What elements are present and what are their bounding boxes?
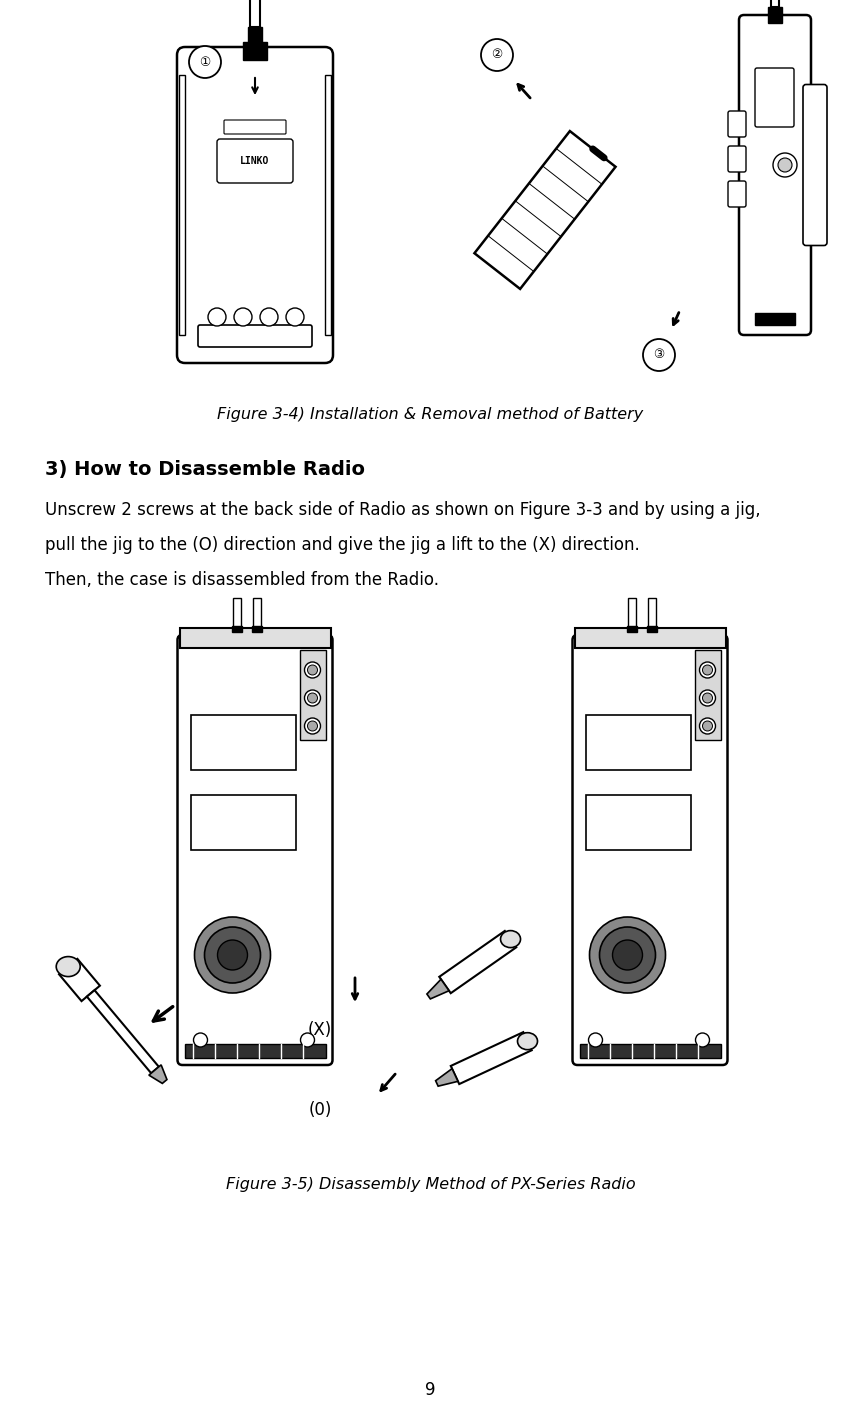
Ellipse shape: [500, 931, 521, 948]
Bar: [253, 598, 261, 628]
FancyBboxPatch shape: [755, 69, 794, 127]
Text: Figure 3-5) Disassembly Method of PX-Series Radio: Figure 3-5) Disassembly Method of PX-Ser…: [226, 1178, 635, 1192]
Circle shape: [218, 940, 247, 970]
Text: Unscrew 2 screws at the back side of Radio as shown on Figure 3-3 and by using a: Unscrew 2 screws at the back side of Rad…: [45, 501, 760, 518]
Bar: [250, 0, 260, 27]
Bar: [248, 27, 262, 41]
Circle shape: [189, 46, 221, 79]
Circle shape: [307, 693, 318, 703]
Polygon shape: [436, 1068, 458, 1087]
Circle shape: [590, 917, 666, 992]
FancyBboxPatch shape: [224, 120, 286, 134]
Text: (0): (0): [308, 1101, 331, 1120]
Text: Then, the case is disassembled from the Radio.: Then, the case is disassembled from the …: [45, 571, 439, 588]
FancyBboxPatch shape: [728, 146, 746, 171]
FancyBboxPatch shape: [217, 139, 293, 183]
Bar: [648, 598, 656, 628]
Circle shape: [305, 663, 320, 678]
Circle shape: [612, 940, 642, 970]
Circle shape: [194, 1032, 208, 1047]
Bar: [179, 76, 185, 336]
Circle shape: [699, 718, 715, 734]
Circle shape: [286, 308, 304, 326]
FancyBboxPatch shape: [177, 635, 332, 1065]
Bar: [233, 598, 241, 628]
Circle shape: [307, 721, 318, 731]
Bar: [768, 13, 782, 23]
Bar: [190, 795, 295, 850]
Circle shape: [205, 927, 261, 982]
Circle shape: [305, 718, 320, 734]
Circle shape: [260, 308, 278, 326]
Circle shape: [208, 308, 226, 326]
Circle shape: [696, 1032, 709, 1047]
Text: LINKO: LINKO: [240, 156, 269, 166]
Polygon shape: [439, 931, 517, 994]
Bar: [771, 0, 779, 7]
FancyBboxPatch shape: [728, 181, 746, 207]
Bar: [252, 625, 262, 633]
Circle shape: [703, 665, 713, 675]
Polygon shape: [59, 958, 100, 1001]
Circle shape: [643, 338, 675, 371]
Circle shape: [234, 308, 252, 326]
Text: ①: ①: [200, 56, 211, 69]
Text: ③: ③: [653, 348, 665, 361]
Circle shape: [307, 665, 318, 675]
Bar: [647, 625, 657, 633]
Text: pull the jig to the (O) direction and give the jig a lift to the (X) direction.: pull the jig to the (O) direction and gi…: [45, 536, 640, 554]
Bar: [232, 625, 242, 633]
Text: (X): (X): [308, 1021, 332, 1040]
Bar: [768, 7, 782, 13]
Circle shape: [773, 153, 797, 177]
Bar: [755, 313, 795, 326]
Bar: [325, 76, 331, 336]
FancyBboxPatch shape: [803, 84, 827, 246]
Circle shape: [305, 690, 320, 705]
FancyBboxPatch shape: [739, 16, 811, 336]
Circle shape: [300, 1032, 314, 1047]
Ellipse shape: [517, 1032, 537, 1050]
Polygon shape: [149, 1065, 167, 1084]
Circle shape: [589, 1032, 603, 1047]
Circle shape: [599, 927, 655, 982]
Ellipse shape: [56, 957, 80, 977]
Circle shape: [195, 917, 270, 992]
Bar: [190, 715, 295, 770]
FancyBboxPatch shape: [177, 47, 333, 363]
Text: ②: ②: [492, 49, 503, 61]
Circle shape: [778, 159, 792, 171]
Circle shape: [703, 721, 713, 731]
Bar: [585, 715, 691, 770]
Text: 3) How to Disassemble Radio: 3) How to Disassemble Radio: [45, 460, 365, 480]
Text: Figure 3-4) Installation & Removal method of Battery: Figure 3-4) Installation & Removal metho…: [217, 407, 644, 423]
Circle shape: [481, 39, 513, 71]
Bar: [579, 1044, 721, 1058]
Circle shape: [699, 690, 715, 705]
Circle shape: [699, 663, 715, 678]
Bar: [184, 1044, 325, 1058]
FancyBboxPatch shape: [198, 326, 312, 347]
Text: 9: 9: [425, 1381, 436, 1399]
FancyBboxPatch shape: [179, 628, 331, 648]
Bar: [628, 598, 636, 628]
Bar: [585, 795, 691, 850]
Bar: [627, 625, 637, 633]
Polygon shape: [451, 1032, 532, 1084]
Polygon shape: [474, 131, 616, 288]
FancyBboxPatch shape: [728, 111, 746, 137]
FancyBboxPatch shape: [573, 635, 728, 1065]
Bar: [243, 41, 267, 60]
FancyBboxPatch shape: [300, 650, 325, 740]
FancyBboxPatch shape: [695, 650, 721, 740]
Polygon shape: [87, 990, 158, 1074]
FancyBboxPatch shape: [574, 628, 726, 648]
Circle shape: [703, 693, 713, 703]
Polygon shape: [427, 980, 449, 1000]
